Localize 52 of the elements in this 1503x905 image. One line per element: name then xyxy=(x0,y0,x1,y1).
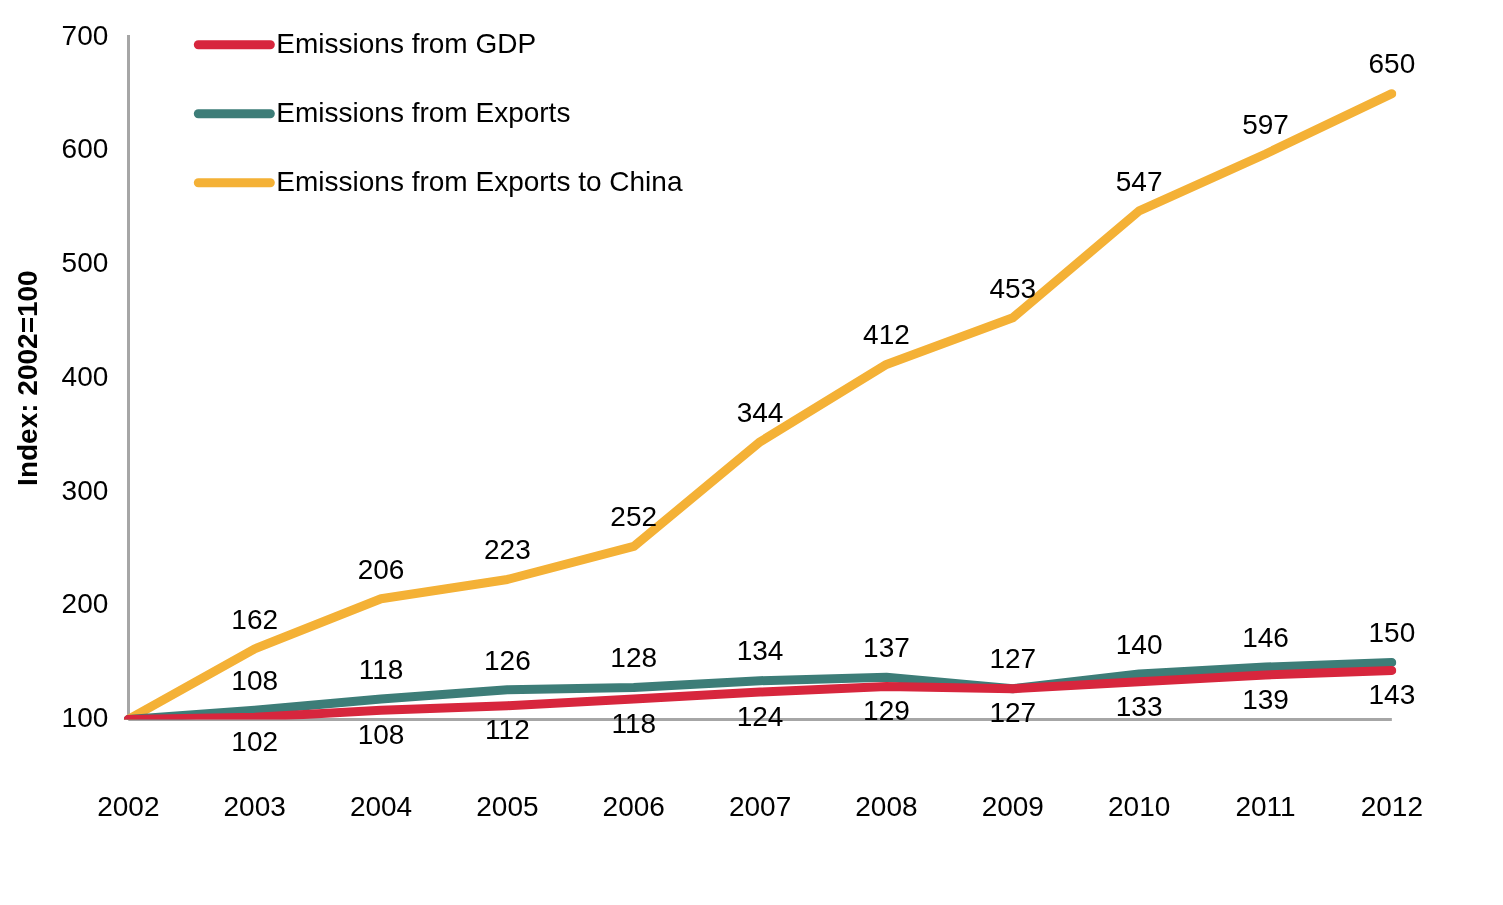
data-label: 146 xyxy=(1242,621,1289,653)
data-label: 129 xyxy=(863,695,910,727)
data-label: 143 xyxy=(1368,679,1416,711)
data-label: 252 xyxy=(610,501,658,533)
data-label: 344 xyxy=(736,396,784,428)
data-label: 206 xyxy=(357,553,405,585)
data-label: 108 xyxy=(231,665,279,697)
data-label: 133 xyxy=(1115,690,1163,722)
y-tick-label: 500 xyxy=(61,247,109,279)
data-label: 597 xyxy=(1242,108,1289,140)
data-label: 118 xyxy=(611,707,657,739)
x-tick-label: 2004 xyxy=(349,790,413,822)
data-label: 128 xyxy=(610,642,658,674)
x-tick-label: 2003 xyxy=(223,790,286,822)
legend-label: Emissions from Exports xyxy=(276,96,571,128)
x-tick-label: 2005 xyxy=(476,790,539,822)
data-label: 453 xyxy=(989,272,1037,304)
y-tick-label: 400 xyxy=(61,360,109,392)
data-label: 108 xyxy=(357,719,405,751)
x-tick-label: 2010 xyxy=(1108,790,1171,822)
data-label: 118 xyxy=(358,653,404,685)
data-label: 650 xyxy=(1368,48,1416,80)
y-tick-label: 200 xyxy=(61,588,109,620)
data-label: 127 xyxy=(989,697,1037,729)
x-tick-label: 2007 xyxy=(728,790,792,822)
x-tick-label: 2009 xyxy=(981,790,1044,822)
legend-label: Emissions from Exports to China xyxy=(276,165,683,197)
y-tick-label: 700 xyxy=(61,19,109,51)
data-label: 137 xyxy=(863,632,910,664)
data-label: 162 xyxy=(231,603,279,635)
data-label: 412 xyxy=(863,319,910,351)
data-label: 102 xyxy=(231,725,279,757)
data-label: 124 xyxy=(736,700,784,732)
x-tick-label: 2012 xyxy=(1360,790,1423,822)
data-label: 126 xyxy=(484,644,531,676)
data-label: 112 xyxy=(485,714,530,746)
y-tick-label: 300 xyxy=(61,474,109,506)
y-axis-title: Index: 2002=100 xyxy=(11,270,43,486)
y-tick-label: 100 xyxy=(61,702,109,734)
y-tick-label: 600 xyxy=(61,133,109,165)
x-tick-label: 2011 xyxy=(1235,790,1296,822)
data-label: 150 xyxy=(1368,617,1416,649)
data-label: 134 xyxy=(736,635,784,667)
data-label: 139 xyxy=(1242,683,1289,715)
data-label: 547 xyxy=(1115,165,1163,197)
data-label: 140 xyxy=(1115,628,1163,660)
data-label: 223 xyxy=(484,534,531,566)
legend-label: Emissions from GDP xyxy=(276,27,537,59)
x-tick-label: 2006 xyxy=(602,790,665,822)
x-tick-label: 2008 xyxy=(855,790,918,822)
data-label: 127 xyxy=(989,643,1037,675)
x-tick-label: 2002 xyxy=(97,790,160,822)
